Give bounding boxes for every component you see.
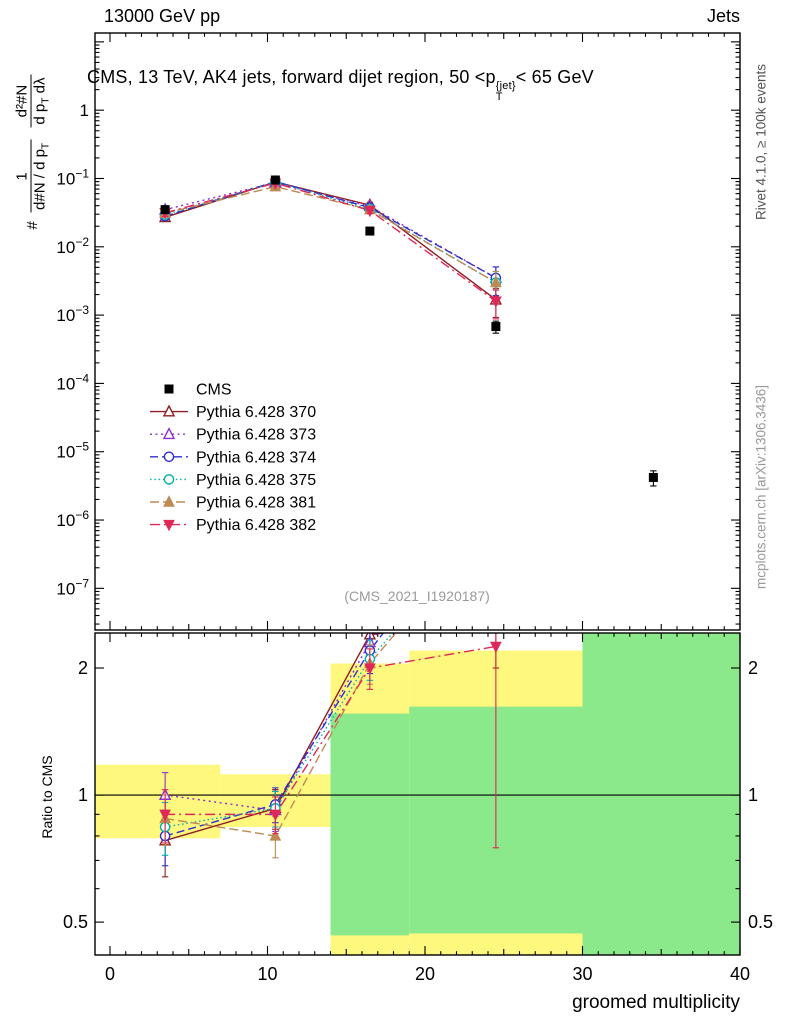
legend-label: Pythia 6.428 381 bbox=[196, 495, 316, 512]
title-text: CMS, 13 TeV, AK4 jets, forward dijet reg… bbox=[87, 67, 496, 87]
svg-text:20: 20 bbox=[415, 964, 435, 984]
legend-label: Pythia 6.428 382 bbox=[196, 517, 316, 534]
ylabel-fraction-1: 1 d#N / d pT bbox=[13, 139, 53, 213]
svg-text:1: 1 bbox=[80, 101, 89, 120]
analysis-category-label: Jets bbox=[706, 6, 740, 26]
main-plot-frame bbox=[94, 32, 741, 631]
svg-text:0.5: 0.5 bbox=[748, 912, 773, 932]
svg-text:1: 1 bbox=[748, 785, 758, 805]
svg-text:1: 1 bbox=[78, 785, 88, 805]
svg-text:10−4: 10−4 bbox=[56, 371, 89, 393]
svg-text:10−5: 10−5 bbox=[56, 440, 89, 462]
svg-text:40: 40 bbox=[730, 964, 750, 984]
ylabel-hash: # bbox=[23, 221, 41, 230]
ratio-y-axis-label: Ratio to CMS bbox=[39, 755, 55, 839]
svg-text:0: 0 bbox=[105, 964, 115, 984]
legend-label: Pythia 6.428 373 bbox=[196, 427, 316, 444]
ylabel-fraction-2: d²#N d pT dλ bbox=[13, 74, 53, 128]
rivet-version-label: Rivet 4.1.0, ≥ 100k events bbox=[753, 64, 769, 220]
x-axis-label: groomed multiplicity bbox=[572, 992, 740, 1013]
legend: CMS Pythia 6.428 370 Pythia 6.428 373 Pythi… bbox=[150, 382, 316, 534]
legend-label: Pythia 6.428 375 bbox=[196, 472, 316, 489]
svg-text:2: 2 bbox=[748, 658, 758, 678]
main-y-axis-label: # 1 d#N / d pT d²#N d pT dλ bbox=[13, 71, 53, 230]
legend-item-cms: CMS bbox=[164, 382, 232, 399]
legend-label: Pythia 6.428 370 bbox=[196, 404, 316, 421]
main-series bbox=[158, 174, 658, 487]
analysis-id-watermark: (CMS_2021_I1920187) bbox=[344, 588, 490, 604]
axis-tick-labels: 110−110−210−310−410−510−610−70.5 0.51 12 20… bbox=[56, 101, 773, 984]
svg-text:10−1: 10−1 bbox=[56, 166, 89, 188]
svg-text:10−7: 10−7 bbox=[56, 576, 89, 598]
beam-energy-label: 13000 GeV pp bbox=[104, 6, 221, 26]
legend-item-pythia-373: Pythia 6.428 373 bbox=[150, 427, 316, 444]
legend-item-pythia-375: Pythia 6.428 375 bbox=[150, 472, 316, 489]
svg-text:2: 2 bbox=[78, 658, 88, 678]
legend-label: Pythia 6.428 374 bbox=[196, 449, 316, 466]
ratio-uncertainty-bands bbox=[95, 633, 740, 955]
svg-text:10: 10 bbox=[257, 964, 277, 984]
legend-label: CMS bbox=[196, 382, 232, 399]
svg-text:30: 30 bbox=[572, 964, 592, 984]
svg-text:0.5: 0.5 bbox=[63, 912, 88, 932]
svg-text:10−3: 10−3 bbox=[56, 303, 89, 325]
legend-item-pythia-382: Pythia 6.428 382 bbox=[150, 517, 316, 534]
plot-title: CMS, 13 TeV, AK4 jets, forward dijet reg… bbox=[87, 67, 594, 103]
mcplots-reference-label: mcplots.cern.ch [arXiv:1306.3436] bbox=[753, 384, 769, 590]
title-pt-supsub: {jet} T bbox=[495, 80, 516, 103]
legend-item-pythia-381: Pythia 6.428 381 bbox=[150, 495, 316, 512]
ratio-series bbox=[158, 633, 502, 878]
legend-item-pythia-374: Pythia 6.428 374 bbox=[150, 449, 316, 466]
svg-text:10−6: 10−6 bbox=[56, 508, 89, 530]
legend-item-pythia-370: Pythia 6.428 370 bbox=[150, 404, 316, 421]
ratio-panel-frame bbox=[94, 632, 741, 956]
svg-text:10−2: 10−2 bbox=[56, 235, 89, 257]
